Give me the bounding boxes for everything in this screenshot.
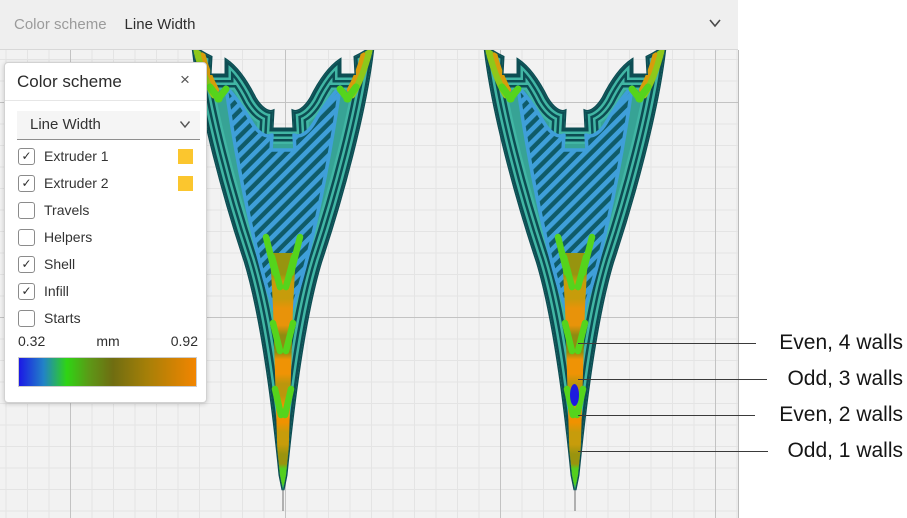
chevron-down-icon (179, 121, 191, 129)
checkbox-row-shell[interactable]: ✓ Shell (5, 251, 206, 278)
checkbox-row-helpers[interactable]: Helpers (5, 224, 206, 251)
checkbox-label: Travels (44, 202, 90, 218)
color-scheme-label: Color scheme (14, 16, 107, 33)
extruder-color-swatch (178, 176, 193, 191)
color-scheme-value: Line Width (124, 16, 196, 33)
annotation-label: Odd, 3 walls (787, 367, 903, 390)
extruder-color-swatch (178, 149, 193, 164)
checkbox[interactable] (18, 310, 35, 327)
dropdown-value: Line Width (30, 116, 101, 133)
scale-unit: mm (96, 333, 120, 349)
checkbox-row-travels[interactable]: Travels (5, 197, 206, 224)
line-width-scale: 0.32 mm 0.92 (18, 333, 198, 353)
annotation-label: Even, 2 walls (779, 403, 903, 426)
checkbox-list: ✓ Extruder 1 ✓ Extruder 2 Travels Helper… (5, 143, 206, 332)
panel-title: Color scheme (17, 72, 122, 91)
color-scheme-toolbar[interactable]: Color scheme Line Width (0, 0, 738, 50)
checkbox[interactable]: ✓ (18, 256, 35, 273)
color-scheme-panel: Color scheme × Line Width ✓ Extruder 1 ✓… (4, 62, 207, 403)
checkbox[interactable]: ✓ (18, 148, 35, 165)
annotation-label: Even, 4 walls (779, 331, 903, 354)
checkbox-row-extruder-1[interactable]: ✓ Extruder 1 (5, 143, 206, 170)
wide-line-blob (570, 384, 579, 406)
chevron-down-icon (709, 19, 721, 28)
checkbox-label: Extruder 1 (44, 148, 109, 164)
checkbox-label: Starts (44, 310, 81, 326)
panel-header: Color scheme × (5, 63, 206, 100)
checkbox-label: Shell (44, 256, 76, 272)
checkbox-label: Helpers (44, 229, 93, 245)
printed-model-left (193, 50, 373, 511)
close-icon[interactable]: × (180, 70, 190, 89)
scale-max: 0.92 (170, 333, 198, 349)
checkbox-label: Extruder 2 (44, 175, 109, 191)
checkbox-row-extruder-2[interactable]: ✓ Extruder 2 (5, 170, 206, 197)
line-width-gradient-bar (18, 357, 197, 387)
checkbox[interactable] (18, 202, 35, 219)
printed-model-right (485, 50, 665, 511)
print-preview-canvas (0, 50, 738, 518)
checkbox-row-infill[interactable]: ✓ Infill (5, 278, 206, 305)
checkbox[interactable]: ✓ (18, 175, 35, 192)
checkbox[interactable]: ✓ (18, 283, 35, 300)
checkbox-label: Infill (44, 283, 69, 299)
annotation-label: Odd, 1 walls (787, 439, 903, 462)
panel-separator (5, 100, 206, 101)
line-type-dropdown[interactable]: Line Width (17, 111, 200, 140)
scale-min: 0.32 (18, 333, 46, 349)
checkbox-row-starts[interactable]: Starts (5, 305, 206, 332)
checkbox[interactable] (18, 229, 35, 246)
